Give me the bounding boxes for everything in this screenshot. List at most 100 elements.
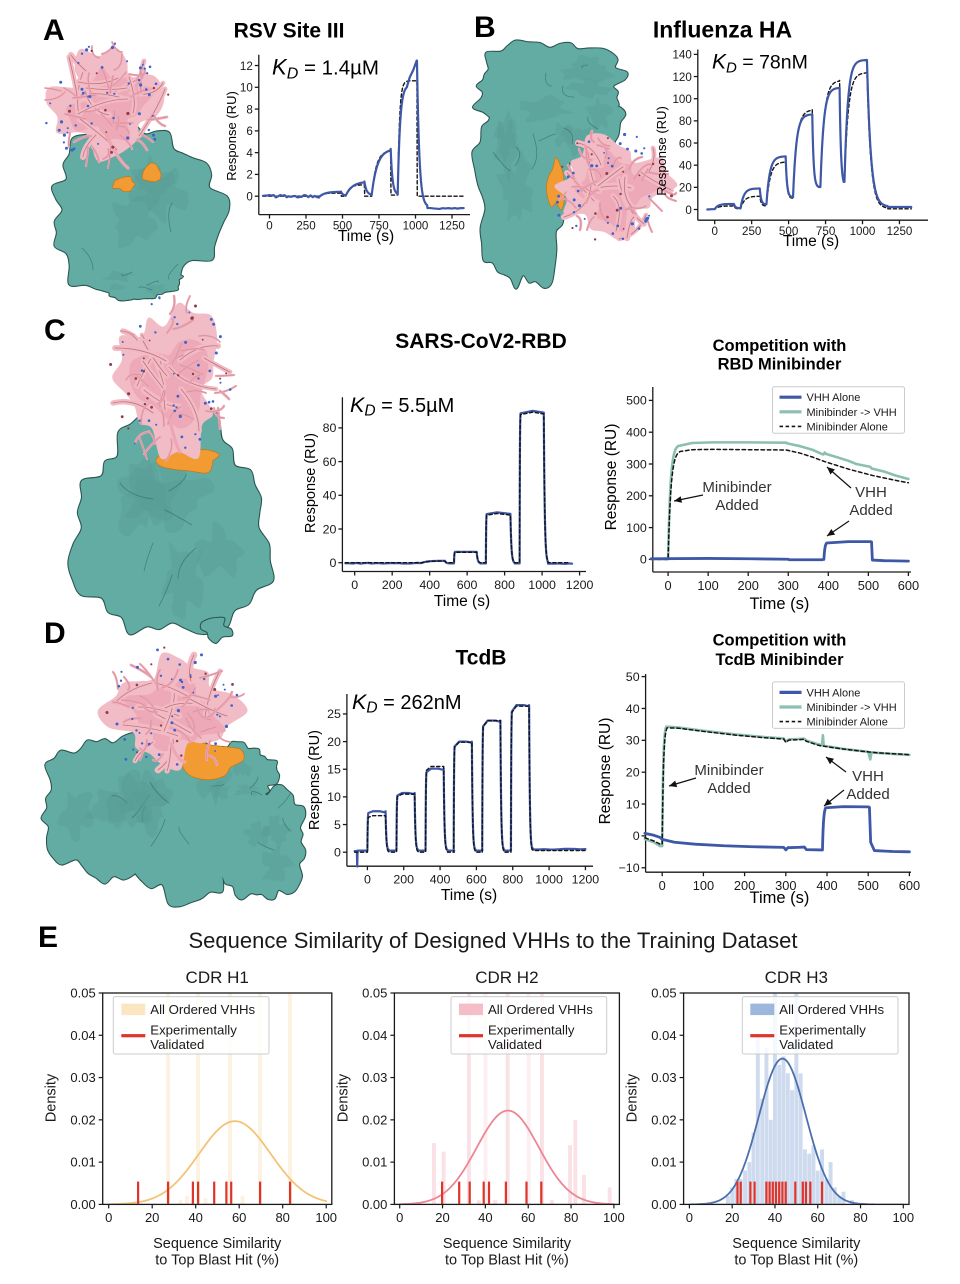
svg-text:25: 25 — [327, 707, 341, 721]
svg-text:to Top Blast Hit (%): to Top Blast Hit (%) — [734, 1253, 858, 1269]
svg-text:60: 60 — [323, 455, 337, 469]
svg-text:200: 200 — [626, 489, 647, 503]
svg-text:to Top Blast Hit (%): to Top Blast Hit (%) — [155, 1253, 279, 1269]
svg-text:Minibinder: Minibinder — [694, 762, 763, 779]
svg-text:60: 60 — [810, 1210, 824, 1225]
svg-text:20: 20 — [323, 522, 337, 536]
svg-text:100: 100 — [626, 521, 647, 535]
svg-text:200: 200 — [738, 578, 759, 593]
svg-text:to Top Blast Hit (%): to Top Blast Hit (%) — [445, 1253, 569, 1269]
svg-text:100: 100 — [603, 1210, 625, 1225]
svg-text:Experimentally: Experimentally — [488, 1023, 575, 1038]
svg-text:500: 500 — [626, 394, 647, 408]
svg-text:Response (RU): Response (RU) — [597, 718, 614, 825]
svg-text:All Ordered VHHs: All Ordered VHHs — [150, 1002, 255, 1017]
svg-text:Response (RU): Response (RU) — [654, 106, 669, 196]
svg-text:80: 80 — [564, 1210, 578, 1225]
svg-text:500: 500 — [858, 578, 879, 593]
svg-text:Added: Added — [715, 497, 758, 514]
svg-text:120: 120 — [672, 71, 691, 84]
svg-text:0: 0 — [364, 873, 371, 887]
svg-text:6: 6 — [246, 125, 252, 138]
svg-text:0.00: 0.00 — [362, 1197, 387, 1212]
svg-text:Sequence Similarity: Sequence Similarity — [732, 1236, 861, 1252]
svg-text:B: B — [474, 11, 496, 44]
svg-text:Minibinder Alone: Minibinder Alone — [807, 421, 888, 433]
svg-text:0: 0 — [685, 204, 691, 217]
svg-text:600: 600 — [457, 578, 478, 592]
svg-text:800: 800 — [502, 873, 523, 887]
svg-text:E: E — [38, 921, 58, 954]
svg-text:20: 20 — [435, 1210, 449, 1225]
svg-text:Added: Added — [707, 780, 750, 797]
svg-text:0: 0 — [266, 220, 272, 233]
svg-text:1000: 1000 — [535, 873, 563, 887]
svg-text:40: 40 — [323, 489, 337, 503]
svg-text:80: 80 — [679, 115, 692, 128]
svg-text:800: 800 — [494, 578, 515, 592]
svg-text:TcdB: TcdB — [456, 647, 507, 670]
svg-text:10: 10 — [327, 790, 341, 804]
svg-text:Validated: Validated — [779, 1037, 833, 1052]
svg-text:0.05: 0.05 — [70, 986, 95, 1001]
svg-text:140: 140 — [672, 49, 691, 62]
svg-text:10: 10 — [240, 82, 253, 95]
svg-text:Sequence Similarity of Designe: Sequence Similarity of Designed VHHs to … — [189, 928, 798, 953]
svg-text:0: 0 — [334, 846, 341, 860]
svg-text:100: 100 — [892, 1210, 914, 1225]
svg-text:100: 100 — [697, 578, 718, 593]
svg-text:CDR H3: CDR H3 — [765, 968, 828, 987]
svg-text:1200: 1200 — [572, 873, 600, 887]
svg-text:KD = 1.4µM: KD = 1.4µM — [272, 55, 379, 83]
svg-text:20: 20 — [145, 1210, 159, 1225]
svg-text:750: 750 — [816, 225, 835, 238]
svg-text:0.03: 0.03 — [362, 1070, 387, 1085]
svg-text:40: 40 — [768, 1210, 782, 1225]
svg-text:0.02: 0.02 — [70, 1112, 95, 1127]
svg-text:Time (s): Time (s) — [783, 233, 839, 250]
svg-text:Sequence Similarity: Sequence Similarity — [443, 1236, 572, 1252]
svg-text:Competition with: Competition with — [713, 337, 847, 355]
svg-text:Added: Added — [846, 786, 889, 803]
svg-text:5: 5 — [334, 818, 341, 832]
svg-text:0.04: 0.04 — [70, 1028, 95, 1043]
svg-text:12: 12 — [240, 60, 253, 73]
svg-text:Time (s): Time (s) — [434, 593, 490, 610]
svg-text:50: 50 — [626, 670, 640, 684]
svg-text:250: 250 — [742, 225, 761, 238]
svg-text:1200: 1200 — [566, 578, 594, 592]
svg-text:80: 80 — [853, 1210, 867, 1225]
svg-text:80: 80 — [275, 1210, 289, 1225]
svg-text:VHH: VHH — [855, 484, 887, 501]
svg-text:0.02: 0.02 — [651, 1112, 676, 1127]
svg-text:Time (s): Time (s) — [338, 228, 394, 245]
svg-text:0: 0 — [246, 191, 252, 204]
svg-text:400: 400 — [818, 578, 839, 593]
svg-text:D: D — [44, 617, 66, 650]
svg-text:Density: Density — [44, 1073, 60, 1122]
svg-text:Minibinder: Minibinder — [702, 479, 771, 496]
svg-text:4: 4 — [246, 147, 253, 160]
svg-text:VHH Alone: VHH Alone — [807, 392, 861, 404]
svg-text:0: 0 — [659, 878, 666, 893]
svg-text:1000: 1000 — [403, 220, 429, 233]
svg-text:0.03: 0.03 — [651, 1070, 676, 1085]
svg-text:0.01: 0.01 — [362, 1155, 387, 1170]
svg-text:200: 200 — [382, 578, 403, 592]
svg-text:Density: Density — [335, 1073, 351, 1122]
svg-text:30: 30 — [626, 734, 640, 748]
svg-text:0.05: 0.05 — [362, 986, 387, 1001]
svg-text:0.01: 0.01 — [70, 1155, 95, 1170]
svg-text:600: 600 — [466, 873, 487, 887]
svg-text:Time (s): Time (s) — [750, 595, 810, 613]
svg-text:CDR H1: CDR H1 — [186, 968, 249, 987]
svg-text:60: 60 — [679, 137, 692, 150]
svg-text:400: 400 — [419, 578, 440, 592]
svg-text:400: 400 — [430, 873, 451, 887]
svg-text:C: C — [44, 314, 66, 347]
svg-text:20: 20 — [626, 766, 640, 780]
svg-text:8: 8 — [246, 103, 252, 116]
svg-text:600: 600 — [899, 878, 920, 893]
svg-text:0: 0 — [396, 1210, 403, 1225]
svg-text:0: 0 — [640, 553, 647, 567]
